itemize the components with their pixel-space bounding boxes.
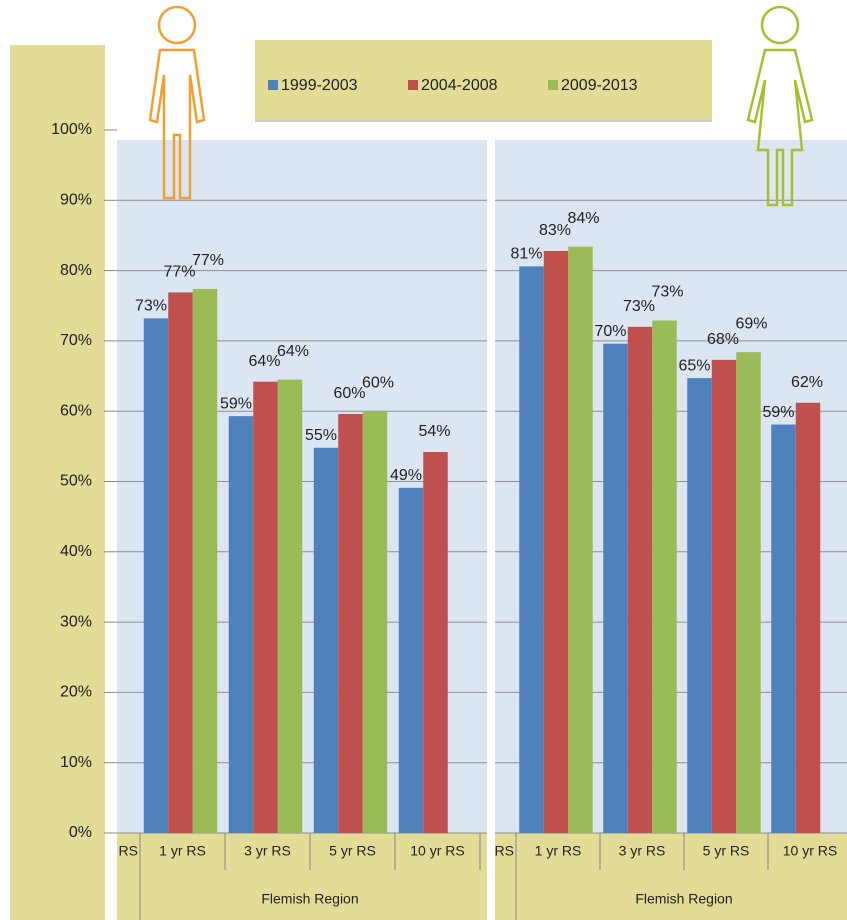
y-axis: 0% 10% 20% 30% 40% 50% 60% 70% 80% 90% 100% [51, 121, 117, 841]
x-tick-label: RS [495, 843, 514, 859]
bar [338, 414, 363, 833]
x-tick-label: 5 yr RS [329, 843, 376, 859]
legend-swatch [548, 80, 558, 90]
data-label: 49% [390, 467, 422, 484]
category-strip [117, 833, 487, 920]
bar [398, 487, 424, 833]
bar [795, 402, 821, 833]
y-tick-label: 40% [60, 543, 92, 560]
bar [362, 411, 388, 833]
bar [568, 246, 593, 833]
data-label: 84% [567, 210, 599, 227]
bar [519, 266, 544, 834]
data-label: 55% [305, 427, 337, 444]
data-label: 60% [362, 374, 394, 391]
x-tick-label: 10 yr RS [783, 843, 837, 859]
bar [423, 451, 448, 833]
data-label: 62% [791, 374, 823, 391]
legend-label: 2009-2013 [561, 77, 638, 94]
x-tick-label: 3 yr RS [619, 843, 666, 859]
bar [228, 416, 254, 833]
y-tick-label: 0% [69, 824, 92, 841]
legend-box [255, 40, 712, 120]
data-label: 73% [135, 298, 167, 315]
y-tick-label: 70% [60, 332, 92, 349]
data-label: 77% [163, 264, 195, 281]
x-tick-label: 1 yr RS [159, 843, 206, 859]
data-label: 60% [333, 385, 365, 402]
bar [687, 378, 712, 833]
bar [627, 326, 653, 833]
bar [711, 359, 737, 833]
group-label: Flemish Region [635, 891, 732, 907]
panel-men: RS 1 yr RS 73% 77%77% 3 yr RS 59% 64%64% 5 yr R… [117, 140, 487, 920]
data-label: 59% [220, 395, 252, 412]
data-label: 73% [651, 284, 683, 301]
bar [771, 424, 796, 833]
group-label: Flemish Region [261, 891, 358, 907]
data-label: 73% [623, 298, 655, 315]
legend: 1999-2003 2004-2008 2009-2013 [268, 77, 638, 94]
x-tick-label: RS [119, 843, 138, 859]
legend-label: 2004-2008 [421, 77, 498, 94]
data-label: 59% [762, 404, 794, 421]
bar [736, 352, 761, 833]
x-tick-label: 1 yr RS [535, 843, 582, 859]
data-label: 64% [277, 343, 309, 360]
bar [253, 381, 278, 833]
bar [192, 288, 218, 833]
data-label: 81% [510, 246, 542, 263]
x-tick-label: 10 yr RS [410, 843, 464, 859]
data-label: 65% [678, 357, 710, 374]
y-tick-label: 80% [60, 262, 92, 279]
data-label: 54% [418, 423, 450, 440]
x-tick-label: 5 yr RS [703, 843, 750, 859]
axis-strip [10, 45, 105, 920]
y-tick-label: 10% [60, 754, 92, 771]
woman-icon [746, 5, 814, 207]
y-tick-label: 30% [60, 613, 92, 630]
bar [313, 447, 339, 833]
data-label: 83% [539, 222, 571, 239]
bar [277, 379, 303, 833]
y-tick-label: 60% [60, 402, 92, 419]
data-label: 77% [192, 252, 224, 269]
x-tick-label: 3 yr RS [244, 843, 291, 859]
y-tick-label: 20% [60, 684, 92, 701]
y-tick-label: 50% [60, 473, 92, 490]
bar [652, 320, 677, 833]
legend-swatch [408, 80, 418, 90]
y-tick-label: 100% [51, 121, 92, 138]
category-strip [495, 833, 847, 920]
bar [143, 318, 169, 833]
data-label: 69% [735, 315, 767, 332]
legend-swatch [268, 80, 278, 90]
man-icon [148, 5, 206, 200]
panel-women: RS 1 yr RS 81% 83%84% 3 yr RS 70% 73%73% 5 yr R… [495, 140, 847, 920]
data-label: 68% [707, 331, 739, 348]
y-tick-label: 90% [60, 192, 92, 209]
data-label: 70% [594, 323, 626, 340]
bar [603, 343, 628, 833]
legend-label: 1999-2003 [281, 77, 358, 94]
bar [543, 250, 569, 833]
data-label: 64% [248, 353, 280, 370]
bar [168, 292, 193, 833]
